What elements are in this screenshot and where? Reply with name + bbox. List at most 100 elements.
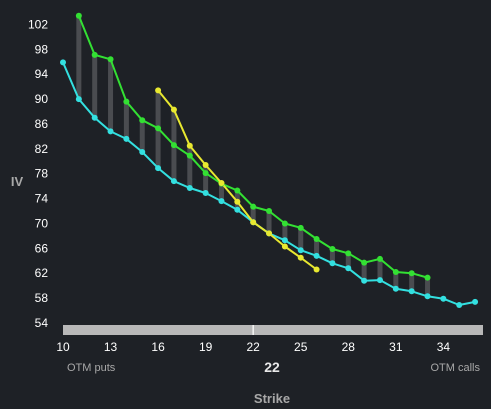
data-point: [155, 125, 162, 132]
data-point: [329, 245, 336, 252]
data-point: [107, 128, 114, 135]
series-lines: [62, 15, 476, 306]
data-point: [186, 142, 193, 149]
spread-bar: [377, 258, 383, 281]
x-tick-label: 19: [199, 340, 213, 354]
data-point: [376, 277, 383, 284]
data-point: [202, 170, 209, 177]
data-point: [75, 96, 82, 103]
data-point: [424, 293, 431, 300]
y-tick-label: 66: [35, 241, 49, 255]
series-line-3: [157, 89, 318, 271]
spread-bar: [76, 15, 82, 100]
y-tick-label: 90: [35, 92, 49, 106]
data-point: [60, 59, 66, 66]
y-tick-label: 102: [28, 17, 48, 31]
data-point: [392, 268, 399, 275]
data-point: [440, 295, 447, 302]
data-point: [91, 51, 98, 58]
data-point: [376, 255, 383, 262]
data-point: [155, 87, 162, 94]
x-tick-label: 31: [389, 340, 403, 354]
x-tick-label: 22: [247, 340, 261, 354]
data-point: [408, 288, 415, 295]
spread-bars: [76, 15, 431, 297]
data-point: [170, 142, 177, 149]
center-strike-label: 22: [264, 359, 280, 375]
y-tick-label: 70: [35, 216, 49, 230]
spread-bar: [361, 262, 367, 281]
data-point: [250, 219, 257, 226]
data-point: [472, 298, 479, 305]
x-tick-label: 13: [104, 340, 118, 354]
spread-bar: [108, 59, 114, 132]
y-tick-label: 94: [35, 67, 49, 81]
spread-bar: [329, 248, 335, 264]
y-tick-label: 62: [35, 266, 49, 280]
data-point: [202, 190, 209, 197]
y-tick-label: 98: [35, 42, 49, 56]
data-point: [91, 114, 98, 121]
data-point: [408, 270, 415, 277]
data-point: [123, 98, 130, 105]
data-point: [186, 185, 193, 192]
data-point: [313, 236, 320, 243]
spread-bar: [345, 253, 351, 269]
y-tick-label: 74: [35, 192, 49, 206]
data-point: [313, 252, 320, 259]
spread-bar: [409, 273, 415, 292]
x-tick-label: 10: [56, 340, 70, 354]
data-point: [170, 178, 177, 185]
series-line-2: [77, 15, 428, 279]
data-point: [250, 203, 257, 210]
spread-bar: [123, 101, 129, 139]
data-point: [107, 56, 114, 63]
data-point: [218, 198, 225, 205]
y-tick-label: 78: [35, 167, 49, 181]
data-point: [186, 152, 193, 159]
data-point: [297, 224, 304, 231]
otm-calls-label: OTM calls: [431, 362, 481, 374]
data-point: [361, 277, 368, 284]
data-point: [329, 260, 336, 267]
x-tick-label: 34: [437, 340, 451, 354]
data-point: [281, 237, 288, 244]
data-point: [345, 250, 352, 257]
x-axis-label: Strike: [254, 391, 290, 406]
y-axis-label: IV: [11, 174, 24, 189]
spread-bar: [425, 277, 431, 297]
spread-bar: [393, 271, 399, 289]
data-point: [266, 208, 273, 215]
data-point: [361, 259, 368, 266]
data-point: [155, 165, 162, 172]
data-point: [234, 187, 241, 194]
data-point: [345, 265, 352, 272]
y-tick-label: 58: [35, 291, 49, 305]
data-point: [297, 247, 304, 254]
spread-bar: [218, 183, 224, 202]
data-point: [234, 198, 241, 205]
data-point: [139, 117, 146, 124]
spread-bar: [250, 206, 256, 223]
x-tick-labels: 10 13 16 19 22 25 28 31 34: [56, 340, 450, 354]
x-axis-strip: [63, 325, 483, 335]
data-point: [123, 135, 130, 142]
data-point: [297, 254, 304, 261]
y-tick-label: 54: [35, 316, 49, 330]
data-point: [456, 301, 463, 308]
spread-bar: [203, 165, 209, 194]
x-tick-label: 16: [151, 340, 165, 354]
spread-bar: [92, 54, 98, 118]
x-tick-label: 28: [342, 340, 356, 354]
data-point: [281, 220, 288, 227]
y-tick-labels: 102 98 94 90 86 82 78 74 70 66 62 58 54: [28, 17, 48, 330]
y-tick-label: 86: [35, 117, 49, 131]
data-point: [75, 12, 82, 19]
data-point: [424, 274, 431, 281]
data-point: [170, 106, 177, 113]
data-point: [313, 266, 320, 273]
y-tick-label: 82: [35, 142, 49, 156]
spread-bar: [139, 120, 145, 152]
spread-bar: [266, 211, 272, 234]
